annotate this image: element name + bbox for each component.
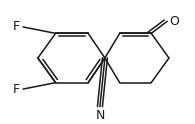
- Text: N: N: [95, 109, 105, 122]
- Text: O: O: [169, 15, 179, 28]
- Text: F: F: [13, 20, 20, 33]
- Text: F: F: [13, 83, 20, 96]
